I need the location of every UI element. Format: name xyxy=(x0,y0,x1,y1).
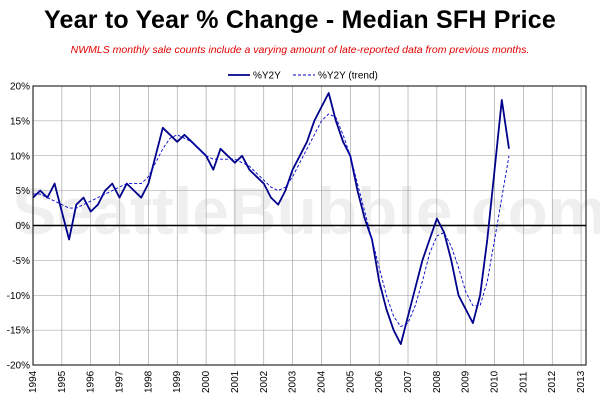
x-tick-label: 2001 xyxy=(230,370,241,393)
series-line-trend xyxy=(33,113,510,328)
x-tick-label: 1995 xyxy=(57,370,68,393)
chart-subtitle: NWMLS monthly sale counts include a vary… xyxy=(70,44,530,56)
x-tick-label: 2011 xyxy=(518,371,529,393)
chart-title: Year to Year % Change - Median SFH Price xyxy=(44,6,556,34)
legend-label-main: %Y2Y xyxy=(253,71,281,82)
watermark: SeattleBubble.com xyxy=(12,174,600,248)
legend: %Y2Y %Y2Y (trend) xyxy=(228,71,378,82)
y-tick-label: -20% xyxy=(7,361,30,372)
x-tick-label: 2006 xyxy=(374,370,385,393)
x-tick-label: 2009 xyxy=(461,370,472,393)
x-tick-label: 2000 xyxy=(201,370,212,393)
legend-label-trend: %Y2Y (trend) xyxy=(318,71,378,82)
x-tick-label: 2012 xyxy=(547,370,558,393)
x-tick-label: 2005 xyxy=(345,370,356,393)
x-tick-label: 2013 xyxy=(576,370,587,393)
x-tick-label: 1997 xyxy=(115,370,126,393)
y-tick-label: 5% xyxy=(16,186,31,197)
y-tick-label: 10% xyxy=(10,151,30,162)
x-tick-label: 2007 xyxy=(403,370,414,393)
y-tick-label: -15% xyxy=(7,326,30,337)
y-axis-ticks: 20% 15% 10% 5% 0% -5% -10% -15% -20% xyxy=(7,82,30,372)
x-tick-label: 1994 xyxy=(28,370,39,393)
x-tick-label: 2004 xyxy=(316,370,327,393)
series-line-main xyxy=(32,92,510,346)
x-tick-label: 1996 xyxy=(86,370,97,393)
x-tick-label: 1998 xyxy=(143,370,154,393)
x-tick-label: 2003 xyxy=(288,370,299,393)
series-lines xyxy=(32,92,510,346)
x-tick-label: 2008 xyxy=(432,370,443,393)
plot-frame xyxy=(32,85,587,366)
y-tick-label: 15% xyxy=(10,116,30,127)
x-tick-label: 2002 xyxy=(259,370,270,393)
x-tick-label: 1999 xyxy=(172,370,183,393)
y-tick-label: 20% xyxy=(10,82,30,93)
x-tick-label: 2010 xyxy=(490,370,501,393)
x-axis-ticks: 1994 1995 1996 1997 1998 1999 2000 2001 2002 2003… xyxy=(28,370,587,393)
y-tick-label: -5% xyxy=(12,256,30,267)
y-tick-label: -10% xyxy=(7,291,30,302)
y-tick-label: 0% xyxy=(16,221,31,232)
